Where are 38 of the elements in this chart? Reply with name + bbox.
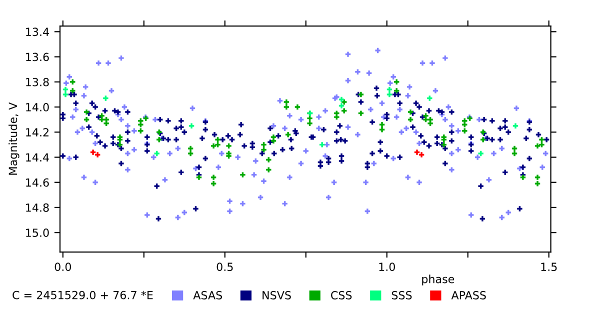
point (90, 150, 96, 155)
x-tick-label: 1.5 (541, 262, 557, 272)
y-tick-label: 14.0 (26, 102, 49, 112)
y-tick-label: 13.4 (26, 28, 49, 36)
point (512, 123, 518, 128)
y-axis-title: Magnitude, V (8, 102, 20, 175)
legend-label: APASS (451, 291, 486, 300)
y-tick-label: 13.8 (26, 78, 49, 86)
point (418, 152, 424, 158)
point (386, 86, 392, 92)
point (103, 96, 108, 101)
legend-label: CSS (331, 291, 352, 300)
point (427, 96, 432, 101)
point (338, 96, 344, 102)
y-tick-label: 14.6 (26, 178, 49, 187)
y-tick-label: 14.2 (26, 128, 48, 136)
legend-label: NSVS (262, 291, 291, 300)
y-tick-label: 14.8 (26, 203, 49, 212)
x-tick-label: 1.0 (379, 262, 395, 272)
point (154, 150, 160, 156)
x-tick-label: 0.5 (216, 262, 233, 272)
point (478, 150, 484, 156)
point (94, 152, 100, 158)
point (62, 86, 68, 92)
legend-label: ASAS (193, 291, 222, 300)
point (338, 103, 344, 108)
point (62, 92, 68, 98)
text: C = 2451529.0 + 76.7 *E (12, 290, 153, 300)
x-axis-title: phase (422, 274, 454, 286)
point (386, 92, 392, 98)
point (414, 150, 420, 155)
point (188, 123, 194, 128)
legend-label: SSS (392, 291, 412, 300)
y-tick-label: 14.4 (26, 153, 49, 162)
y-tick-label: 13.6 (26, 52, 49, 62)
point (319, 142, 325, 148)
x-tick-label: 0.0 (54, 262, 72, 272)
y-tick-label: 15.0 (26, 228, 49, 237)
